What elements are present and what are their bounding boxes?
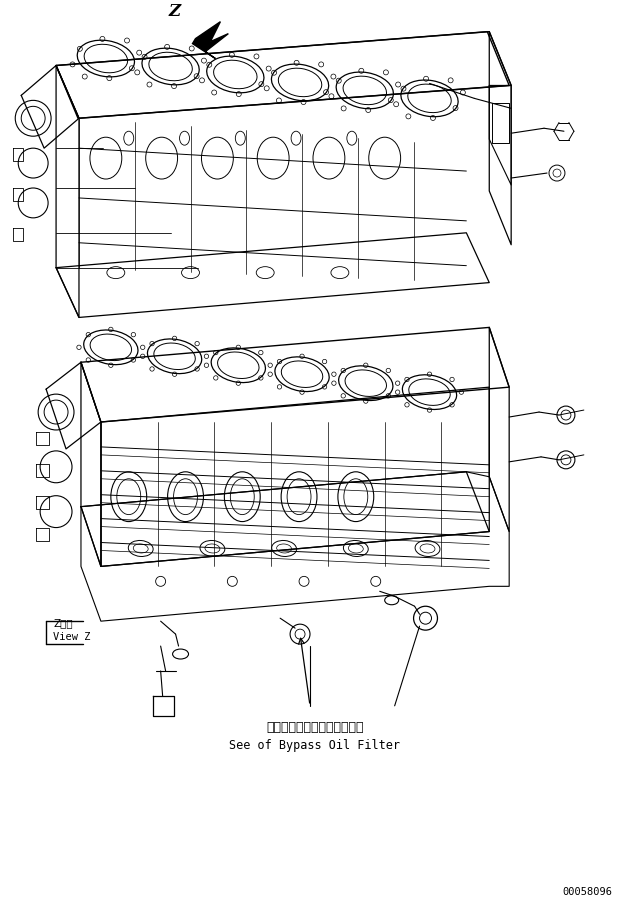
Text: Z: Z xyxy=(168,3,181,20)
Text: バイパスオイルフィルタ参照: バイパスオイルフィルタ参照 xyxy=(266,721,364,733)
Text: 00058096: 00058096 xyxy=(563,887,613,897)
Polygon shape xyxy=(192,22,228,59)
Text: Z　視: Z 視 xyxy=(53,618,73,628)
Text: See of Bypass Oil Filter: See of Bypass Oil Filter xyxy=(230,739,401,751)
Text: View Z: View Z xyxy=(53,633,90,642)
